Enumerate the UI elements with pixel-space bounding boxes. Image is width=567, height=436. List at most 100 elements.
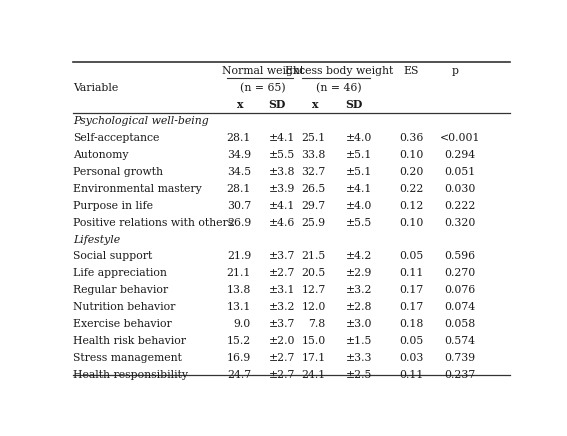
Text: ±4.1: ±4.1 [345, 184, 372, 194]
Text: Excess body weight: Excess body weight [285, 66, 393, 76]
Text: 0.10: 0.10 [399, 218, 424, 228]
Text: 20.5: 20.5 [302, 268, 325, 278]
Text: Health risk behavior: Health risk behavior [73, 336, 186, 346]
Text: 24.1: 24.1 [302, 370, 325, 380]
Text: ±4.0: ±4.0 [345, 133, 372, 143]
Text: 30.7: 30.7 [227, 201, 251, 211]
Text: 26.9: 26.9 [227, 218, 251, 228]
Text: 34.9: 34.9 [227, 150, 251, 160]
Text: 0.030: 0.030 [444, 184, 476, 194]
Text: Stress management: Stress management [73, 353, 182, 363]
Text: ±2.0: ±2.0 [269, 336, 295, 346]
Text: 29.7: 29.7 [302, 201, 325, 211]
Text: ±3.7: ±3.7 [269, 319, 295, 329]
Text: ±3.9: ±3.9 [269, 184, 295, 194]
Text: ±3.2: ±3.2 [345, 285, 372, 295]
Text: 34.5: 34.5 [227, 167, 251, 177]
Text: 0.05: 0.05 [399, 252, 424, 262]
Text: 0.074: 0.074 [444, 302, 475, 312]
Text: 0.320: 0.320 [444, 218, 476, 228]
Text: ±2.7: ±2.7 [269, 268, 295, 278]
Text: SD: SD [346, 99, 363, 110]
Text: 0.17: 0.17 [399, 302, 424, 312]
Text: 32.7: 32.7 [302, 167, 325, 177]
Text: ±3.7: ±3.7 [269, 252, 295, 262]
Text: 25.9: 25.9 [302, 218, 325, 228]
Text: Health responsibility: Health responsibility [73, 370, 188, 380]
Text: Psychological well-being: Psychological well-being [73, 116, 209, 126]
Text: 0.270: 0.270 [444, 268, 475, 278]
Text: 16.9: 16.9 [227, 353, 251, 363]
Text: 9.0: 9.0 [234, 319, 251, 329]
Text: ±3.3: ±3.3 [345, 353, 372, 363]
Text: 0.18: 0.18 [399, 319, 424, 329]
Text: 0.739: 0.739 [444, 353, 475, 363]
Text: ±4.0: ±4.0 [345, 201, 372, 211]
Text: Personal growth: Personal growth [73, 167, 163, 177]
Text: Lifestyle: Lifestyle [73, 235, 120, 245]
Text: Exercise behavior: Exercise behavior [73, 319, 172, 329]
Text: 15.0: 15.0 [302, 336, 325, 346]
Text: Normal weight: Normal weight [222, 66, 304, 76]
Text: 0.11: 0.11 [399, 370, 424, 380]
Text: 12.0: 12.0 [302, 302, 325, 312]
Text: (n = 65): (n = 65) [240, 82, 286, 93]
Text: Nutrition behavior: Nutrition behavior [73, 302, 175, 312]
Text: 0.222: 0.222 [444, 201, 476, 211]
Text: ±2.9: ±2.9 [345, 268, 372, 278]
Text: 0.22: 0.22 [399, 184, 424, 194]
Text: p: p [452, 66, 459, 76]
Text: 0.294: 0.294 [444, 150, 475, 160]
Text: Positive relations with others: Positive relations with others [73, 218, 234, 228]
Text: ±4.2: ±4.2 [345, 252, 372, 262]
Text: 0.12: 0.12 [399, 201, 424, 211]
Text: Self-acceptance: Self-acceptance [73, 133, 159, 143]
Text: ±3.0: ±3.0 [345, 319, 372, 329]
Text: 0.10: 0.10 [399, 150, 424, 160]
Text: 7.8: 7.8 [308, 319, 325, 329]
Text: <0.001: <0.001 [439, 133, 480, 143]
Text: Environmental mastery: Environmental mastery [73, 184, 202, 194]
Text: 0.051: 0.051 [444, 167, 475, 177]
Text: 33.8: 33.8 [302, 150, 325, 160]
Text: ±5.5: ±5.5 [345, 218, 372, 228]
Text: Variable: Variable [73, 83, 119, 93]
Text: 0.058: 0.058 [444, 319, 475, 329]
Text: ±4.1: ±4.1 [269, 201, 295, 211]
Text: ±2.7: ±2.7 [269, 370, 295, 380]
Text: 15.2: 15.2 [227, 336, 251, 346]
Text: ±5.1: ±5.1 [345, 167, 372, 177]
Text: 24.7: 24.7 [227, 370, 251, 380]
Text: 26.5: 26.5 [302, 184, 325, 194]
Text: 12.7: 12.7 [302, 285, 325, 295]
Text: 0.574: 0.574 [445, 336, 475, 346]
Text: ±2.8: ±2.8 [345, 302, 372, 312]
Text: SD: SD [269, 99, 286, 110]
Text: 0.237: 0.237 [444, 370, 475, 380]
Text: 21.1: 21.1 [227, 268, 251, 278]
Text: 13.1: 13.1 [227, 302, 251, 312]
Text: ±5.5: ±5.5 [269, 150, 295, 160]
Text: 0.36: 0.36 [399, 133, 424, 143]
Text: 28.1: 28.1 [227, 184, 251, 194]
Text: ±2.5: ±2.5 [345, 370, 372, 380]
Text: 0.05: 0.05 [399, 336, 424, 346]
Text: 0.596: 0.596 [444, 252, 475, 262]
Text: ±3.1: ±3.1 [269, 285, 295, 295]
Text: 25.1: 25.1 [302, 133, 325, 143]
Text: 21.9: 21.9 [227, 252, 251, 262]
Text: Regular behavior: Regular behavior [73, 285, 168, 295]
Text: ±1.5: ±1.5 [345, 336, 372, 346]
Text: 0.20: 0.20 [399, 167, 424, 177]
Text: Social support: Social support [73, 252, 153, 262]
Text: ±2.7: ±2.7 [269, 353, 295, 363]
Text: ES: ES [404, 66, 419, 76]
Text: 28.1: 28.1 [227, 133, 251, 143]
Text: x: x [311, 99, 318, 110]
Text: 0.076: 0.076 [444, 285, 475, 295]
Text: ±3.2: ±3.2 [269, 302, 295, 312]
Text: Autonomy: Autonomy [73, 150, 129, 160]
Text: 0.17: 0.17 [399, 285, 424, 295]
Text: 0.03: 0.03 [399, 353, 424, 363]
Text: Life appreciation: Life appreciation [73, 268, 167, 278]
